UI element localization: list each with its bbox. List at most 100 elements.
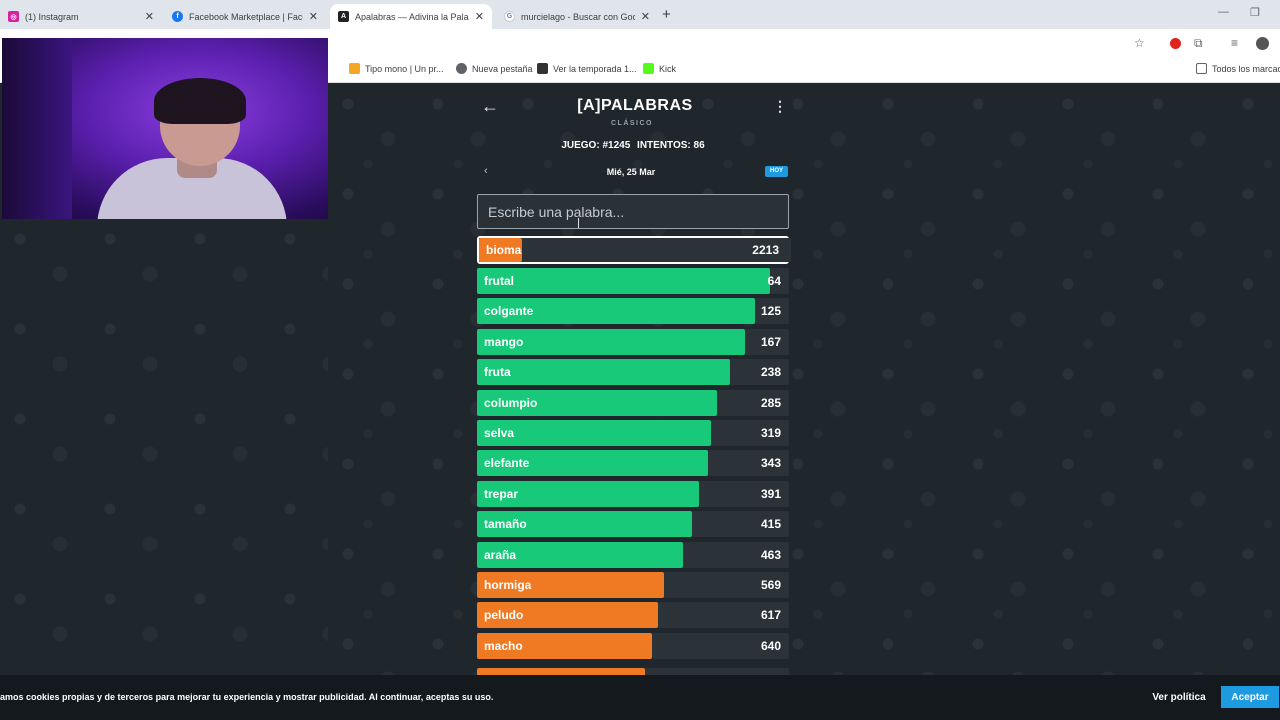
bookmark-item[interactable]: Ver la temporada 1... — [537, 63, 637, 74]
guess-row: trepar 391 — [477, 481, 789, 507]
bookmark-item[interactable]: Kick — [643, 63, 676, 74]
guess-proximity-bar — [477, 450, 708, 476]
guess-rank: 640 — [760, 639, 781, 653]
browser-tab-bar: ◎ (1) Instagram ✕ f Facebook Marketplace… — [0, 0, 1280, 29]
restore-icon[interactable]: ❐ — [1250, 7, 1260, 19]
new-tab-button[interactable]: + — [662, 6, 671, 23]
guess-rank: 391 — [760, 487, 781, 501]
close-tab-icon[interactable]: ✕ — [474, 11, 484, 23]
minimize-icon[interactable]: — — [1218, 6, 1229, 18]
bookmark-item[interactable]: Nueva pestaña — [456, 63, 533, 74]
tab-title: murcielago - Buscar con Googl — [521, 11, 635, 22]
instagram-icon: ◎ — [8, 11, 19, 22]
guess-proximity-bar — [477, 572, 665, 598]
guess-word: colgante — [484, 304, 534, 318]
game-number: JUEGO: #1245 — [561, 140, 631, 151]
guess-proximity-bar — [477, 481, 699, 507]
guess-word: trepar — [484, 487, 519, 501]
guess-row: hormiga 569 — [477, 572, 789, 598]
tab-title: Facebook Marketplace | Facebo — [189, 11, 303, 22]
opera-extension-icon[interactable] — [1170, 38, 1181, 49]
guess-rank: 415 — [760, 517, 781, 531]
video-icon — [537, 63, 548, 74]
previous-day-chevron-icon[interactable]: ‹ — [484, 165, 488, 177]
guess-proximity-bar — [477, 298, 755, 324]
tab-title: Apalabras — Adivina la Palabra — [355, 11, 469, 22]
more-options-icon[interactable]: ⋮ — [773, 98, 787, 114]
guess-word: hormiga — [484, 578, 532, 592]
guess-rank: 343 — [760, 456, 781, 470]
bookmark-label: Tipo mono | Un pr... — [365, 63, 444, 74]
guess-row: macho 640 — [477, 633, 789, 659]
guess-track — [479, 238, 791, 262]
guess-row: selva 319 — [477, 420, 789, 446]
guess-rank: 167 — [760, 335, 781, 349]
apalabras-icon: A — [338, 11, 349, 22]
guess-rank: 238 — [760, 365, 781, 379]
mouse-cursor — [578, 218, 579, 228]
guess-rank: 285 — [760, 396, 781, 410]
guess-word: peludo — [484, 608, 524, 622]
bookmark-item[interactable]: Tipo mono | Un pr... — [349, 63, 444, 74]
guess-rank: 125 — [760, 304, 781, 318]
guess-row: frutal 64 — [477, 268, 789, 294]
guess-row: colgante 125 — [477, 298, 789, 324]
game-date: Mié, 25 Mar — [606, 167, 656, 177]
guess-proximity-bar — [477, 602, 658, 628]
accept-cookies-button[interactable]: Aceptar — [1221, 686, 1279, 708]
guess-proximity-bar — [477, 633, 652, 659]
guess-rank: 463 — [760, 548, 781, 562]
guess-row: columpio 285 — [477, 390, 789, 416]
guess-proximity-bar — [477, 268, 771, 294]
media-icon[interactable]: ≡ — [1231, 36, 1239, 50]
guess-row: mango 167 — [477, 329, 789, 355]
close-tab-icon[interactable]: ✕ — [640, 11, 650, 23]
cookie-banner — [0, 675, 1280, 720]
guess-word: mango — [484, 335, 524, 349]
guess-word: bioma — [486, 243, 522, 257]
guess-word: frutal — [484, 274, 514, 288]
guess-row-partial — [477, 668, 789, 675]
tab-google-search[interactable]: G murcielago - Buscar con Googl ✕ — [496, 4, 658, 29]
tab-facebook[interactable]: f Facebook Marketplace | Facebo ✕ — [164, 4, 326, 29]
attempts-count: INTENTOS: 86 — [637, 140, 705, 151]
guess-row: fruta 238 — [477, 359, 789, 385]
game-mode-label: CLÁSICO — [611, 120, 653, 127]
guess-rank: 64 — [767, 274, 781, 288]
guess-rank: 319 — [760, 426, 781, 440]
all-bookmarks-label: Todos los marcadores — [1212, 63, 1280, 74]
app-title: [A]PALABRAS — [577, 97, 693, 114]
profile-avatar[interactable] — [1256, 37, 1269, 50]
guess-proximity-bar — [477, 359, 730, 385]
guess-proximity-bar — [477, 420, 711, 446]
guess-rank: 617 — [760, 608, 781, 622]
guess-word: tamaño — [484, 517, 527, 531]
folder-icon — [1196, 63, 1207, 74]
all-bookmarks[interactable]: Todos los marcadores — [1196, 63, 1280, 74]
guess-rank: 2213 — [752, 243, 779, 257]
facebook-icon: f — [172, 11, 183, 22]
guess-word: araña — [484, 548, 517, 562]
webcam-overlay — [2, 38, 328, 219]
guess-proximity-bar — [477, 390, 718, 416]
word-guess-input[interactable] — [477, 194, 789, 229]
bookmark-label: Nueva pestaña — [472, 63, 533, 74]
google-icon: G — [504, 11, 515, 22]
guess-row: araña 463 — [477, 542, 789, 568]
guess-word: macho — [484, 639, 523, 653]
game-info: JUEGO: #1245 INTENTOS: 86 — [480, 140, 786, 151]
today-badge[interactable]: HOY — [765, 166, 788, 177]
extensions-icon[interactable]: ⧉ — [1194, 36, 1203, 50]
close-tab-icon[interactable]: ✕ — [308, 11, 318, 23]
view-policy-button[interactable]: Ver política — [1143, 686, 1215, 708]
guess-proximity-bar — [477, 542, 683, 568]
tab-instagram[interactable]: ◎ (1) Instagram ✕ — [0, 4, 162, 29]
back-arrow-icon[interactable]: ← — [481, 96, 499, 116]
tab-apalabras[interactable]: A Apalabras — Adivina la Palabra ✕ — [330, 4, 492, 29]
guess-rank: 569 — [760, 578, 781, 592]
guess-word: selva — [484, 426, 515, 440]
kick-icon — [643, 63, 654, 74]
star-icon[interactable]: ☆ — [1134, 36, 1145, 50]
bookmark-label: Kick — [659, 63, 677, 74]
close-tab-icon[interactable]: ✕ — [144, 11, 154, 23]
